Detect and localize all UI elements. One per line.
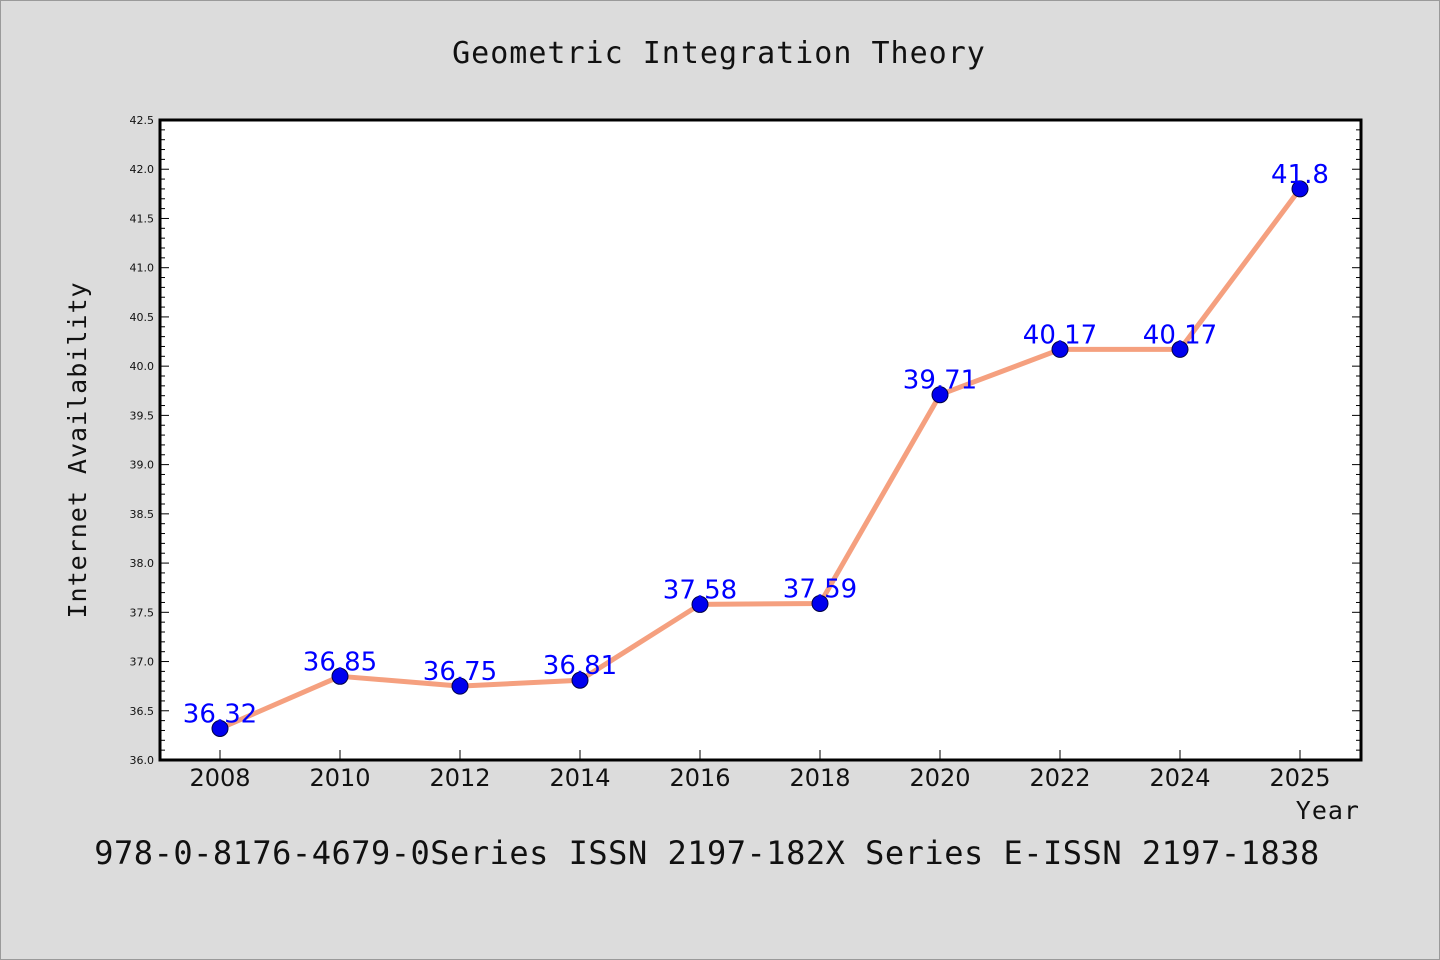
y-tick-label: 39.5 (130, 409, 155, 422)
y-tick-label: 42.0 (130, 163, 155, 176)
x-tick-label: 2020 (909, 764, 970, 792)
x-tick-label: 2025 (1269, 764, 1330, 792)
data-point-marker (691, 595, 709, 613)
y-tick-label: 41.5 (130, 212, 155, 225)
y-axis: 36.0 36.5 37.0 37.5 38.0 38.5 39.0 39.5 40.0 40.5… (130, 114, 1361, 767)
x-tick-label: 2012 (429, 764, 490, 792)
data-value-label: 40.17 (1143, 320, 1217, 350)
y-tick-label: 38.5 (130, 508, 155, 521)
series-polyline (217, 186, 1303, 731)
y-tick-label: 41.0 (130, 262, 155, 275)
data-point-marker (451, 677, 469, 695)
x-axis: 2008 2010 2012 2014 2016 2018 2020 2022 2024 2025 (189, 750, 1331, 792)
data-value-label: 36.85 (303, 647, 377, 677)
x-tick-label: 2022 (1029, 764, 1090, 792)
data-point-marker (1291, 180, 1309, 198)
data-labels: 36.32 36.85 36.75 36.81 37.58 37.59 39.71 40.17… (183, 160, 1329, 730)
y-tick-label: 38.0 (130, 557, 155, 570)
data-value-label: 36.75 (423, 657, 497, 687)
series-line (217, 186, 1303, 731)
y-tick-label: 36.5 (130, 705, 155, 718)
data-point-marker (1051, 340, 1069, 358)
data-value-label: 41.8 (1271, 160, 1329, 190)
x-tick-label: 2024 (1149, 764, 1210, 792)
y-tick-label: 40.5 (130, 311, 155, 324)
data-value-label: 37.59 (783, 574, 857, 604)
data-value-label: 40.17 (1023, 320, 1097, 350)
data-point-marker (1171, 340, 1189, 358)
x-tick-label: 2010 (309, 764, 370, 792)
y-tick-label: 40.0 (130, 360, 155, 373)
data-points (211, 180, 1309, 737)
data-value-label: 39.71 (903, 366, 977, 396)
chart-title: Geometric Integration Theory (452, 36, 986, 71)
y-tick-label: 36.0 (130, 754, 155, 767)
x-tick-label: 2008 (189, 764, 250, 792)
y-tick-label: 39.0 (130, 459, 155, 472)
data-value-label: 36.32 (183, 699, 257, 729)
y-axis-label: Internet Availability (63, 281, 92, 618)
y-tick-label: 37.0 (130, 656, 155, 669)
x-tick-label: 2014 (549, 764, 610, 792)
data-point-marker (571, 671, 589, 689)
data-point-marker (931, 386, 949, 404)
x-tick-label: 2018 (789, 764, 850, 792)
data-point-marker (211, 719, 229, 737)
data-point-marker (811, 594, 829, 612)
y-tick-label: 37.5 (130, 606, 155, 619)
x-axis-label: Year (1296, 796, 1360, 825)
plot-area (158, 118, 1363, 762)
isbn-footer: 978-0-8176-4679-0Series ISSN 2197-182X S… (94, 834, 1319, 872)
y-tick-label: 42.5 (130, 114, 155, 127)
data-value-label: 36.81 (543, 651, 617, 681)
data-value-label: 37.58 (663, 575, 737, 605)
data-point-marker (331, 667, 349, 685)
x-tick-label: 2016 (669, 764, 730, 792)
